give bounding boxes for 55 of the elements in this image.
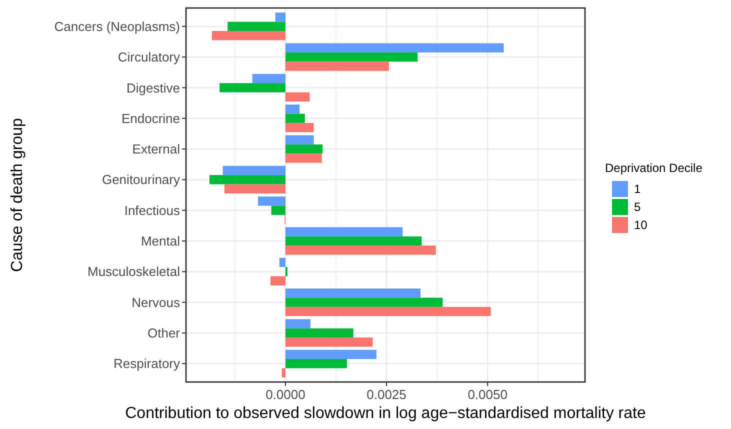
bar bbox=[285, 359, 347, 368]
bar bbox=[285, 288, 420, 298]
bar bbox=[271, 206, 286, 215]
x-axis-title: Contribution to observed slowdown in log age−standardised mortality rate bbox=[125, 405, 646, 422]
bar bbox=[285, 52, 418, 62]
bar bbox=[224, 184, 286, 194]
bar bbox=[252, 74, 286, 84]
bar bbox=[279, 258, 286, 268]
bar bbox=[285, 319, 311, 328]
bar bbox=[220, 83, 286, 92]
legend-label: 1 bbox=[634, 182, 641, 196]
bar bbox=[285, 350, 376, 360]
bar bbox=[285, 144, 323, 154]
y-axis-title: Cause of death group bbox=[9, 118, 26, 272]
bar bbox=[285, 104, 300, 114]
y-tick-label: Circulatory bbox=[118, 50, 180, 65]
x-tick-label: 0.0000 bbox=[266, 387, 306, 402]
bar bbox=[285, 135, 314, 144]
legend-title: Deprivation Decile bbox=[605, 161, 703, 175]
bar bbox=[285, 246, 436, 255]
y-tick-label: Respiratory bbox=[114, 356, 180, 372]
y-tick-label: Digestive bbox=[126, 80, 180, 96]
bar bbox=[285, 236, 422, 246]
bar bbox=[258, 196, 286, 206]
bar bbox=[209, 175, 286, 184]
bar bbox=[285, 62, 389, 71]
y-tick-label: Infectious bbox=[124, 202, 180, 218]
bar bbox=[285, 92, 310, 102]
y-tick-label: Mental bbox=[140, 234, 180, 249]
bar bbox=[285, 122, 314, 132]
bar bbox=[275, 12, 286, 22]
y-tick-label: Cancers (Neoplasms) bbox=[54, 18, 180, 34]
bar bbox=[285, 338, 373, 347]
y-tick-label: Genitourinary bbox=[102, 172, 180, 188]
y-tick-label: External bbox=[132, 142, 180, 157]
y-tick-label: Other bbox=[147, 326, 181, 340]
bar bbox=[282, 368, 286, 378]
bar bbox=[285, 114, 305, 123]
bar bbox=[285, 298, 443, 307]
y-tick-label: Musculoskeletal bbox=[88, 264, 180, 280]
bar bbox=[285, 43, 504, 52]
x-tick-label: 0.0025 bbox=[366, 387, 406, 402]
legend-label: 10 bbox=[634, 218, 648, 232]
x-tick-label: 0.0050 bbox=[468, 387, 508, 402]
bar bbox=[285, 227, 403, 236]
bar bbox=[228, 22, 286, 31]
bar bbox=[285, 154, 322, 163]
bar bbox=[285, 328, 354, 338]
y-tick-label: Nervous bbox=[132, 294, 180, 310]
bar bbox=[222, 166, 286, 176]
bar bbox=[285, 306, 491, 316]
bar bbox=[212, 30, 286, 40]
legend-label: 5 bbox=[634, 200, 641, 214]
y-tick-label: Endocrine bbox=[121, 110, 180, 126]
bar bbox=[270, 276, 286, 286]
